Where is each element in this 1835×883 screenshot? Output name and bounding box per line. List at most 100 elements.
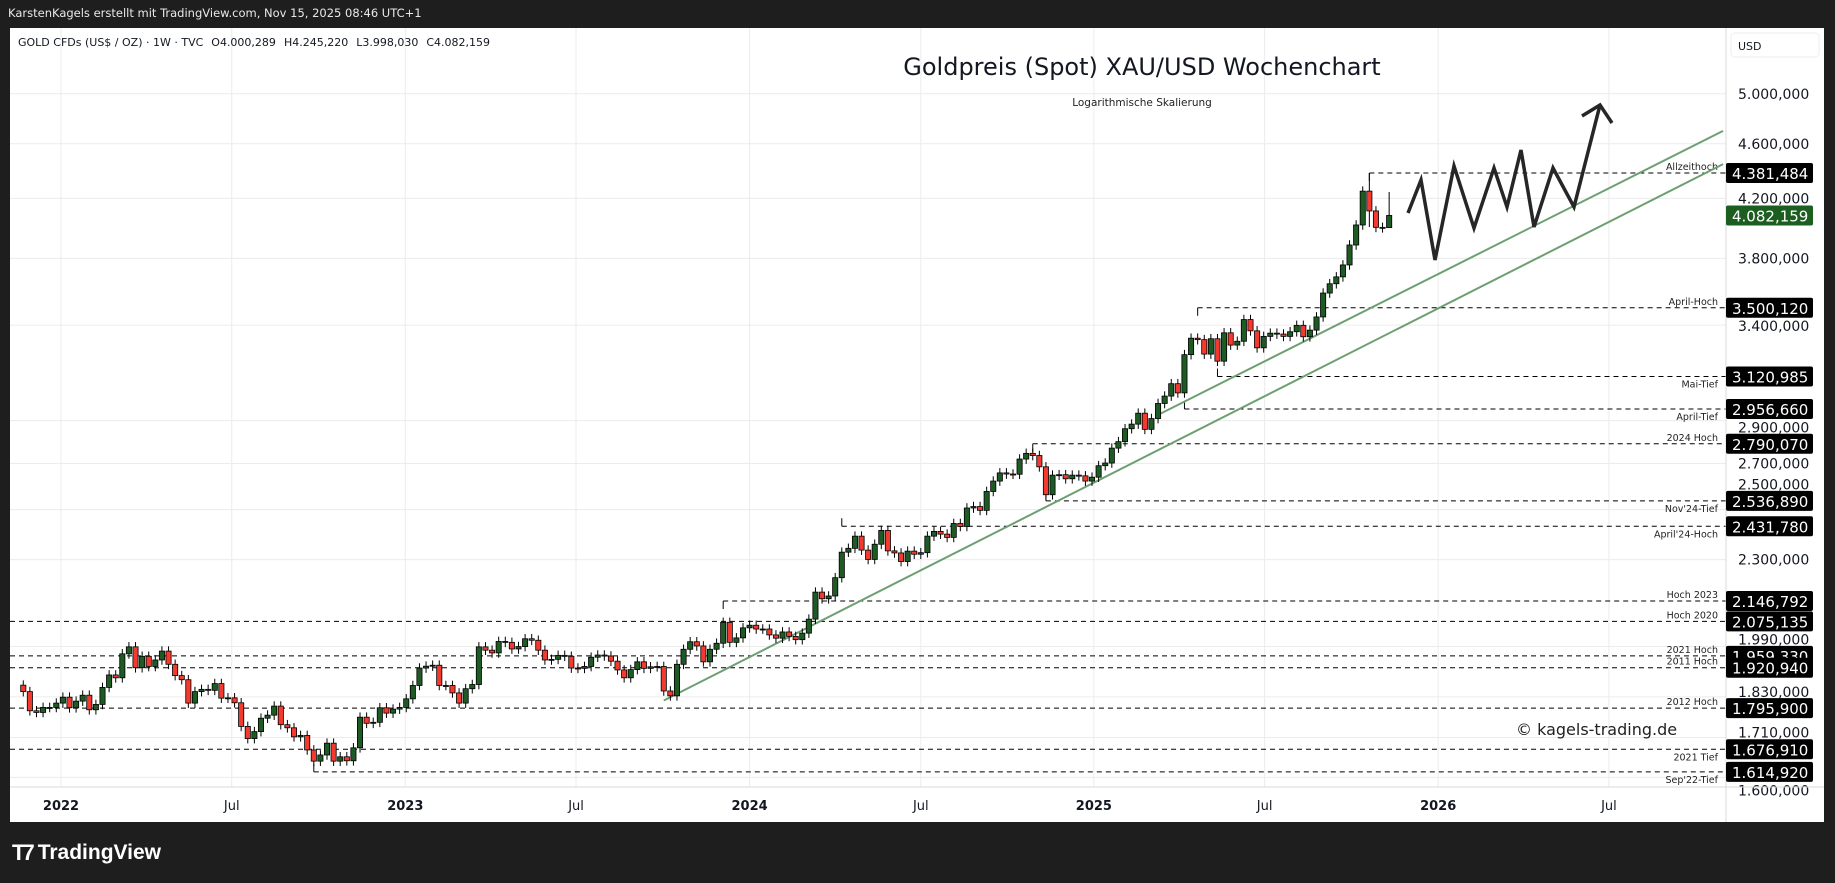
candle-down — [1174, 383, 1181, 394]
candle-up — [1386, 215, 1393, 229]
candle-up — [680, 648, 687, 665]
level-price-badge — [1726, 433, 1813, 454]
candle-up — [970, 506, 977, 509]
candle-down — [436, 664, 443, 686]
level-price-badge — [1726, 698, 1813, 719]
projection-zigzag — [1406, 104, 1602, 261]
candle-down — [1042, 466, 1049, 496]
candle-up — [152, 659, 159, 667]
candle-down — [508, 641, 515, 650]
currency-button[interactable] — [1730, 32, 1820, 58]
symbol-legend: GOLD CFDs (US$ / OZ) · 1W · TVC O4.000,2… — [18, 36, 490, 49]
candle-up — [1161, 395, 1168, 404]
candle-down — [1201, 339, 1208, 355]
candle-up — [390, 708, 397, 714]
level-price-badge — [1726, 611, 1813, 632]
candle-up — [1089, 476, 1096, 482]
candle-up — [423, 665, 430, 669]
candle-up — [139, 655, 146, 669]
candle-up — [871, 543, 878, 560]
level-price-badge-text: 2.431,780 — [1732, 518, 1808, 536]
time-tick-label: Jul — [1600, 799, 1617, 814]
price-tick-label: 4.600,000 — [1738, 137, 1809, 153]
candle-down — [884, 530, 891, 552]
level-price-badge-text: 2.146,792 — [1732, 593, 1808, 611]
candle-down — [911, 550, 918, 555]
candle-down — [231, 697, 238, 704]
candle-down — [284, 724, 291, 729]
candle-up — [996, 472, 1003, 482]
candle-up — [805, 618, 812, 634]
candle-down — [944, 533, 951, 538]
tradingview-logo-icon: T7 — [12, 840, 35, 865]
tradingview-logo[interactable]: T7 TradingView — [12, 840, 161, 866]
legend-low: L3.998,030 — [356, 36, 419, 49]
price-badges: 4.381,484 3.500,120 3.120,985 2.956,660 2.79… — [1726, 163, 1813, 782]
candle-down — [1280, 333, 1287, 337]
chart-attribution: KarstenKagels erstellt mit TradingView.c… — [8, 6, 422, 20]
candle-up — [370, 721, 377, 724]
panel-edge — [0, 28, 10, 822]
grid — [10, 28, 1726, 787]
candle-down — [535, 639, 542, 651]
trendlines — [663, 130, 1724, 702]
level-price-badge — [1726, 761, 1813, 782]
price-tick-label: 3.400,000 — [1738, 319, 1809, 335]
candle-up — [673, 663, 680, 697]
candle-up — [297, 735, 304, 738]
candle-up — [1108, 447, 1115, 464]
time-tick-label: Jul — [912, 799, 929, 814]
level-label: 2021 Hoch — [1667, 645, 1718, 656]
candle-up — [746, 624, 753, 629]
level-label: 2021 Tief — [1673, 752, 1718, 763]
candle-down — [502, 641, 509, 643]
candle-up — [779, 631, 786, 639]
candle-up — [594, 654, 601, 658]
candle-up — [1320, 292, 1327, 318]
candle-up — [720, 621, 727, 644]
candle-down — [33, 710, 40, 713]
candle-up — [59, 696, 66, 704]
price-tick-label: 2.500,000 — [1738, 478, 1809, 494]
level-label: Mai-Tief — [1681, 380, 1718, 391]
candle-up — [469, 684, 476, 690]
candle-down — [1082, 475, 1089, 482]
candle-down — [172, 663, 179, 676]
candle-up — [838, 551, 845, 579]
time-tick-label: Jul — [567, 799, 584, 814]
candle-up — [396, 707, 403, 710]
candle-down — [693, 641, 700, 647]
candle-up — [224, 697, 231, 700]
price-tick-label: 2.300,000 — [1738, 553, 1809, 569]
arrow-up-icon — [1581, 102, 1614, 124]
candle-up — [106, 674, 113, 688]
candle-down — [1247, 319, 1254, 332]
candle-up — [555, 654, 562, 660]
candle-down — [1194, 337, 1201, 341]
candle-up — [825, 595, 832, 600]
candle-down — [753, 624, 760, 630]
candle-up — [46, 707, 53, 709]
candle-up — [1168, 383, 1175, 397]
level-price-badge — [1726, 490, 1813, 511]
candle-up — [1155, 403, 1162, 419]
candle-up — [119, 653, 126, 679]
candle-down — [1029, 452, 1036, 456]
candle-down — [26, 691, 33, 712]
candle-up — [581, 666, 588, 669]
price-tick-label: 5.000,000 — [1738, 87, 1809, 103]
legend-high: H4.245,220 — [283, 36, 349, 49]
candle-down — [277, 705, 284, 726]
candle-up — [1260, 335, 1267, 349]
price-tick-label: 3.800,000 — [1738, 251, 1809, 267]
level-label: Allzeithoch — [1666, 162, 1718, 173]
candle-down — [363, 716, 370, 724]
candle-up — [1016, 458, 1023, 475]
candle-up — [799, 632, 806, 641]
level-label: 2012 Hoch — [1667, 697, 1718, 708]
time-tick-label: 2025 — [1076, 799, 1112, 814]
level-price-badge — [1726, 366, 1813, 387]
candle-up — [759, 628, 766, 631]
candle-up — [357, 716, 364, 749]
